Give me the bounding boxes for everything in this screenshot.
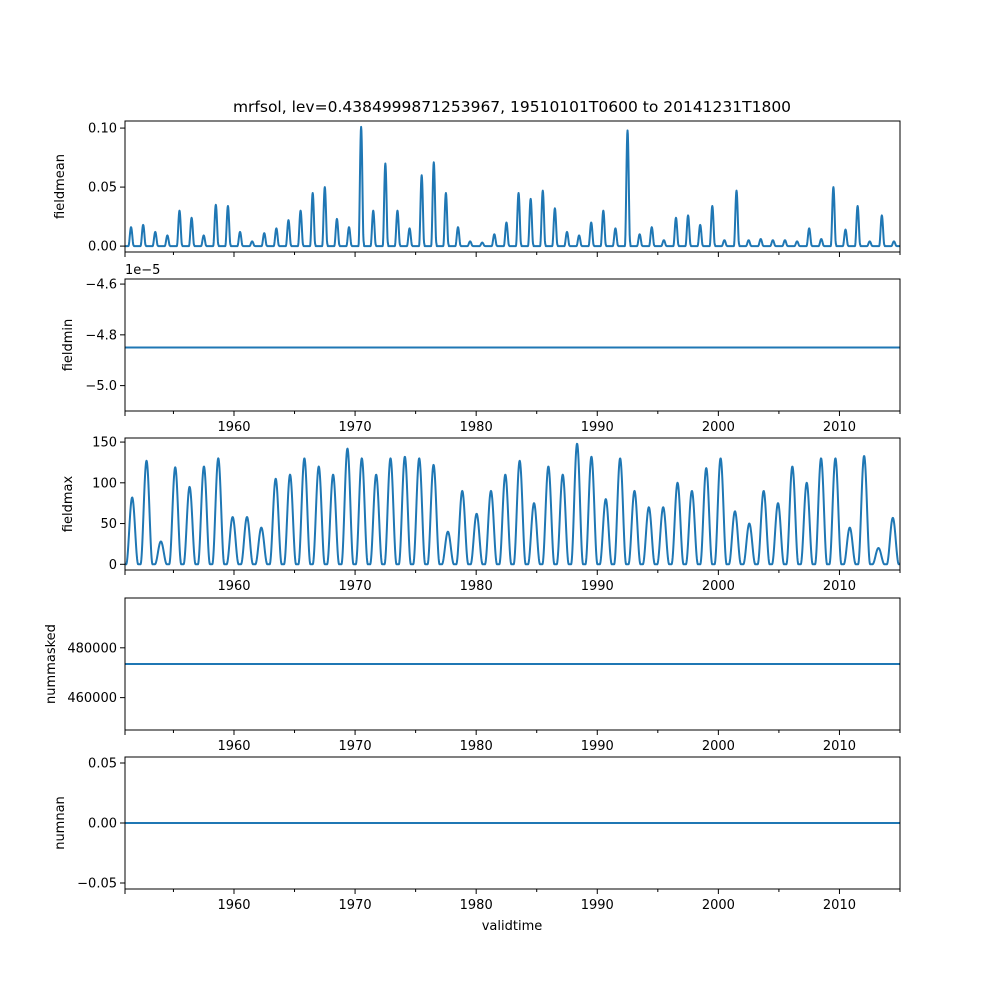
fieldmax-xtick-label: 1990: [581, 579, 614, 594]
nummasked-xtick-label: 2000: [702, 739, 735, 754]
fieldmin-xtick-label: 2010: [823, 420, 856, 435]
fieldmax-xtick-label: 1980: [460, 579, 493, 594]
panel-fieldmean: 0.00 0.05 0.10 fieldmean: [53, 120, 901, 257]
fieldmax-ytick-label: 100: [92, 476, 117, 491]
numnan-xtick-label: 1960: [217, 898, 250, 913]
numnan-ytick-label: −0.05: [77, 877, 117, 892]
fieldmin-ytick-label: −5.0: [85, 379, 117, 394]
panel-numnan: 1960 1970 1980 1990 2000 2010 −0.05 0.00 0.05 num…: [53, 756, 901, 913]
fieldmax-ylabel: fieldmax: [61, 476, 76, 533]
numnan-ytick-label: 0.00: [88, 817, 117, 832]
panel-fieldmin: 1960 1970 1980 1990 2000 2010 −5.0 −4.8 −4.6 fiel…: [61, 263, 901, 435]
fieldmin-ylabel: fieldmin: [61, 319, 76, 372]
numnan-ylabel: numnan: [53, 796, 68, 850]
fieldmax-axes-frame: [124, 437, 901, 571]
nummasked-xtick-label: 1970: [339, 739, 372, 754]
numnan-xtick-label: 1990: [581, 898, 614, 913]
fieldmin-xtick-label: 1980: [460, 420, 493, 435]
fieldmax-xtick-label: 1960: [217, 579, 250, 594]
numnan-xtick-label: 2000: [702, 898, 735, 913]
fieldmin-ytick-label: −4.6: [85, 278, 117, 293]
numnan-ytick-label: 0.05: [88, 757, 117, 772]
fieldmean-series-line: [124, 125, 901, 248]
fieldmax-ytick-label: 50: [100, 517, 117, 532]
nummasked-xtick-label: 1980: [460, 739, 493, 754]
nummasked-xtick-label: 1960: [217, 739, 250, 754]
fieldmin-ytick-label: −4.8: [85, 328, 117, 343]
fieldmin-offset-text: 1e−5: [125, 263, 160, 278]
fieldmax-ytick-label: 0: [109, 558, 117, 573]
nummasked-xtick-label: 2010: [823, 739, 856, 754]
fieldmax-xtick-label: 1970: [339, 579, 372, 594]
numnan-xtick-label: 1970: [339, 898, 372, 913]
chart-title: mrfsol, lev=0.4384999871253967, 19510101…: [233, 98, 791, 116]
nummasked-ylabel: nummasked: [44, 624, 59, 704]
fieldmax-series-line: [124, 442, 901, 566]
fieldmin-xtick-label: 1960: [217, 420, 250, 435]
fieldmax-xtick-label: 2000: [702, 579, 735, 594]
fieldmean-ytick-label: 0.00: [88, 240, 117, 255]
fieldmean-axes-frame: [124, 120, 901, 253]
numnan-xtick-label: 2010: [823, 898, 856, 913]
x-axis-label: validtime: [482, 919, 543, 934]
numnan-xtick-label: 1980: [460, 898, 493, 913]
fieldmin-axes-frame: [124, 278, 901, 412]
nummasked-ytick-label: 480000: [67, 641, 117, 656]
fieldmax-ytick-label: 150: [92, 436, 117, 451]
fieldmax-xtick-label: 2010: [823, 579, 856, 594]
fieldmin-xtick-label: 1970: [339, 420, 372, 435]
nummasked-axes-frame: [124, 597, 901, 731]
fieldmin-xtick-label: 1990: [581, 420, 614, 435]
panel-nummasked: 1960 1970 1980 1990 2000 2010 460000 480000 numm…: [44, 597, 901, 754]
fieldmin-xtick-label: 2000: [702, 420, 735, 435]
nummasked-xtick-label: 1990: [581, 739, 614, 754]
fieldmean-ytick-label: 0.10: [88, 122, 117, 137]
fieldmean-ylabel: fieldmean: [53, 154, 68, 219]
nummasked-ytick-label: 460000: [67, 691, 117, 706]
fieldmean-ytick-label: 0.05: [88, 181, 117, 196]
panel-fieldmax: 1960 1970 1980 1990 2000 2010 0 50 100 150 fieldma…: [61, 436, 901, 594]
